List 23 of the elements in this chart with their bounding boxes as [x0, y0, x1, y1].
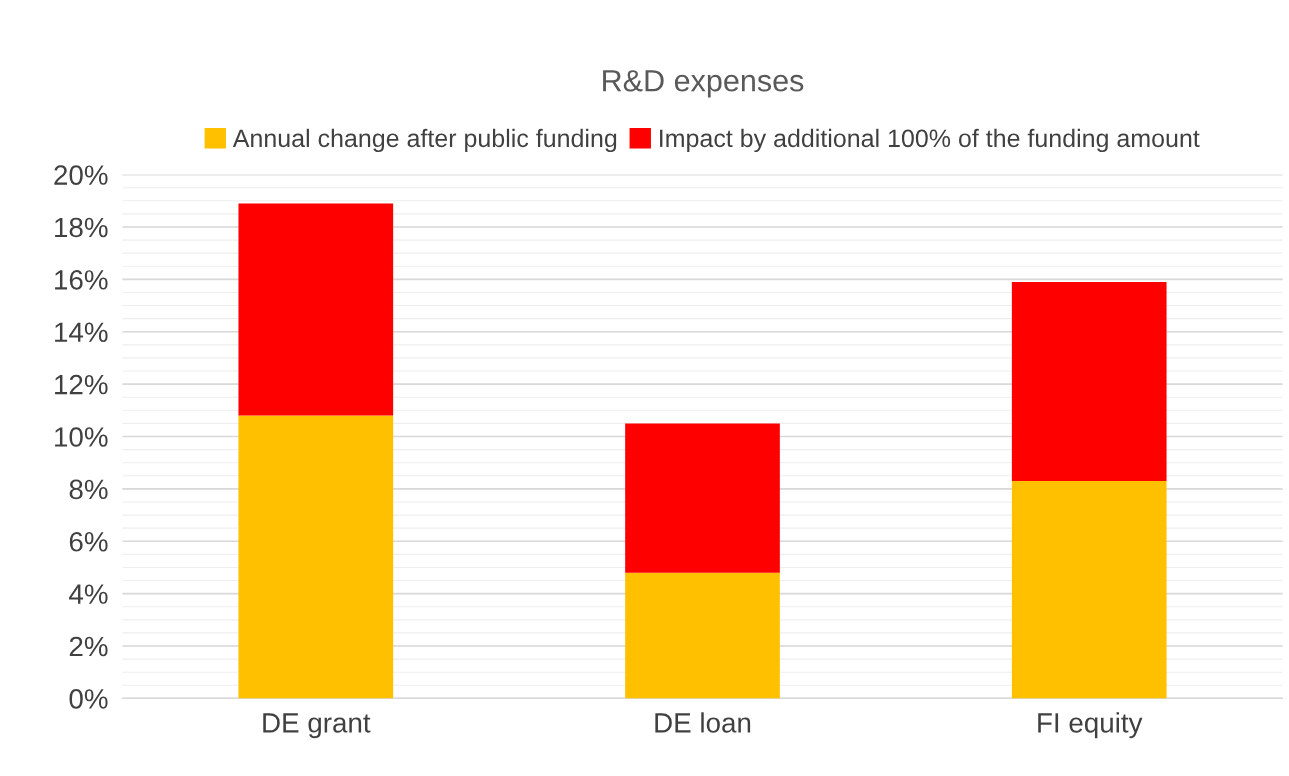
y-tick-label: 20%: [54, 165, 108, 185]
bar: [1011, 481, 1167, 699]
x-tick-label: DE grant: [263, 713, 371, 739]
y-tick-label: 0%: [69, 689, 108, 709]
bar: [238, 415, 394, 699]
bar: [1011, 281, 1167, 482]
y-tick-label: 16%: [55, 270, 108, 290]
legend-label: Annual change after public funding: [232, 128, 617, 153]
x-tick-label: DE loan: [655, 712, 751, 733]
y-tick-label: 4%: [69, 584, 108, 604]
y-tick-label: 12%: [55, 374, 108, 395]
chart-title: R&D expenses: [603, 70, 804, 98]
bar: [625, 423, 780, 573]
legend-label: Impact by additional 100% of the funding amount: [660, 128, 1200, 153]
y-tick-label: 14%: [55, 322, 108, 342]
y-tick-label: 10%: [55, 427, 108, 447]
y-tick-label: 6%: [69, 531, 108, 552]
bar: [238, 203, 394, 416]
x-tick-label: FI equity: [1038, 712, 1143, 739]
y-tick-label: 18%: [55, 217, 108, 238]
y-tick-label: 8%: [69, 479, 108, 500]
y-tick-label: 2%: [69, 636, 108, 657]
bar: [625, 572, 780, 699]
